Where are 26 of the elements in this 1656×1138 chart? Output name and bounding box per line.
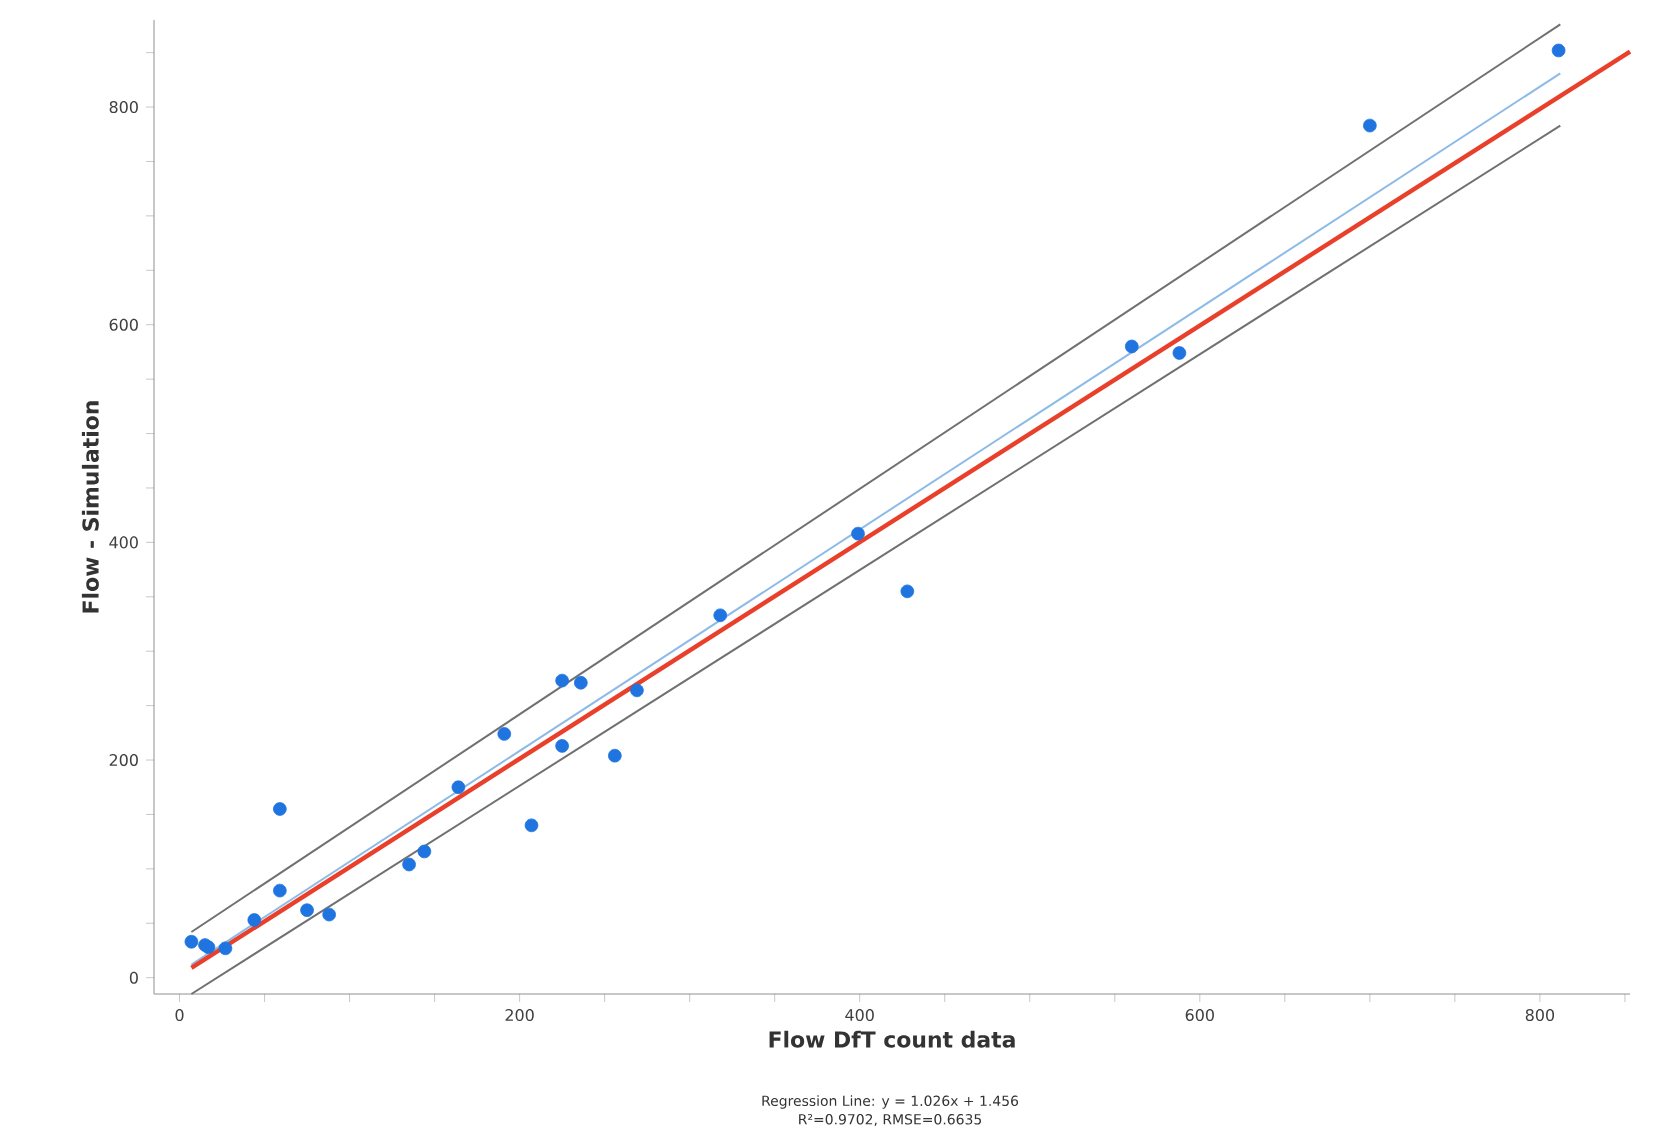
point <box>574 675 588 690</box>
point <box>555 673 569 688</box>
x-axis-title: Flow DfT count data <box>769 1030 1015 1048</box>
point <box>1172 346 1187 360</box>
point <box>524 818 539 833</box>
point <box>218 941 233 956</box>
point <box>322 907 336 922</box>
point <box>247 913 262 927</box>
point <box>273 883 287 898</box>
point <box>555 739 569 753</box>
point <box>1551 43 1566 58</box>
point <box>713 608 728 623</box>
point <box>1124 339 1139 354</box>
point <box>402 857 416 872</box>
point <box>608 748 622 763</box>
point <box>900 584 915 599</box>
point <box>451 780 466 795</box>
point <box>630 683 644 698</box>
y-axis-title: Flow - Simulation <box>81 401 99 613</box>
point <box>184 934 199 949</box>
point <box>417 844 432 859</box>
point <box>273 802 287 816</box>
point <box>300 903 314 917</box>
point <box>1363 118 1377 133</box>
point <box>851 526 865 541</box>
point <box>497 727 512 741</box>
